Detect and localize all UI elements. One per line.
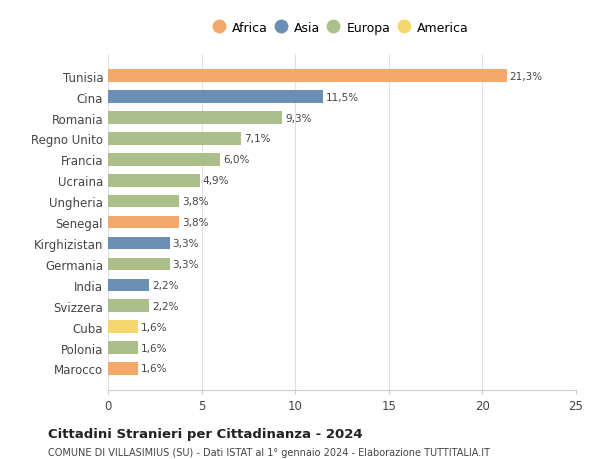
Bar	[108, 279, 149, 291]
Text: 3,3%: 3,3%	[173, 239, 199, 248]
Text: 1,6%: 1,6%	[141, 322, 167, 332]
Text: 6,0%: 6,0%	[223, 155, 250, 165]
Text: COMUNE DI VILLASIMIUS (SU) - Dati ISTAT al 1° gennaio 2024 - Elaborazione TUTTIT: COMUNE DI VILLASIMIUS (SU) - Dati ISTAT …	[48, 448, 490, 458]
Bar	[108, 112, 282, 124]
Text: 11,5%: 11,5%	[326, 92, 359, 102]
Bar	[108, 133, 241, 146]
Text: 3,3%: 3,3%	[173, 259, 199, 269]
Bar	[108, 91, 323, 104]
Bar	[108, 196, 179, 208]
Bar	[108, 363, 138, 375]
Text: 3,8%: 3,8%	[182, 218, 208, 228]
Bar	[108, 258, 170, 271]
Legend: Africa, Asia, Europa, America: Africa, Asia, Europa, America	[212, 18, 472, 38]
Bar	[108, 154, 220, 166]
Text: 21,3%: 21,3%	[509, 72, 542, 82]
Bar	[108, 174, 200, 187]
Text: 9,3%: 9,3%	[285, 113, 311, 123]
Text: 3,8%: 3,8%	[182, 197, 208, 207]
Bar	[108, 216, 179, 229]
Text: 1,6%: 1,6%	[141, 364, 167, 374]
Bar	[108, 300, 149, 312]
Text: 7,1%: 7,1%	[244, 134, 270, 144]
Text: 2,2%: 2,2%	[152, 280, 178, 290]
Bar	[108, 237, 170, 250]
Text: 4,9%: 4,9%	[203, 176, 229, 186]
Bar	[108, 70, 507, 83]
Text: 2,2%: 2,2%	[152, 301, 178, 311]
Bar	[108, 321, 138, 333]
Text: 1,6%: 1,6%	[141, 343, 167, 353]
Text: Cittadini Stranieri per Cittadinanza - 2024: Cittadini Stranieri per Cittadinanza - 2…	[48, 427, 362, 440]
Bar	[108, 341, 138, 354]
